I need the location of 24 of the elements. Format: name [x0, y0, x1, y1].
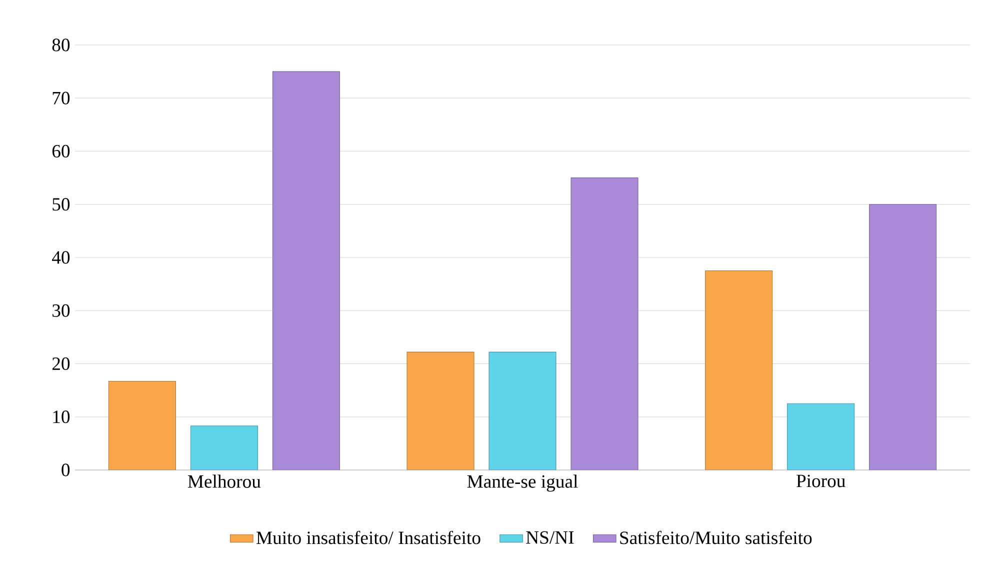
- bar: [869, 204, 937, 470]
- bar: [272, 71, 340, 470]
- bar: [488, 352, 556, 470]
- legend-label: Satisfeito/Muito satisfeito: [620, 530, 812, 544]
- y-tick-label: 80: [52, 38, 70, 52]
- bar: [570, 178, 638, 470]
- legend-label: NS/NI: [526, 531, 574, 544]
- y-tick-label: 30: [52, 304, 70, 317]
- bar: [108, 381, 176, 470]
- y-tick-label: 70: [52, 92, 70, 104]
- bar: [190, 426, 258, 470]
- y-tick-label: 20: [52, 357, 70, 370]
- y-tick-label: 0: [62, 464, 70, 476]
- bar: [787, 403, 855, 470]
- bar: [406, 352, 474, 470]
- y-tick-label: 10: [53, 410, 70, 424]
- y-tick-label: 50: [52, 198, 70, 211]
- y-tick-label: 60: [52, 144, 70, 158]
- legend-label: Muito insatisfeito/ Insatisfeito: [256, 530, 480, 544]
- y-tick-label: 40: [52, 251, 70, 264]
- x-tick-label: Piorou: [796, 474, 846, 488]
- bar: [705, 270, 773, 470]
- x-tick-label: Melhorou: [188, 474, 261, 488]
- x-tick-label: Mante-se igual: [467, 474, 578, 492]
